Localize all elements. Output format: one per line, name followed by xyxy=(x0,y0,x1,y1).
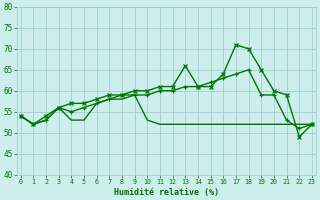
X-axis label: Humidité relative (%): Humidité relative (%) xyxy=(114,188,219,197)
